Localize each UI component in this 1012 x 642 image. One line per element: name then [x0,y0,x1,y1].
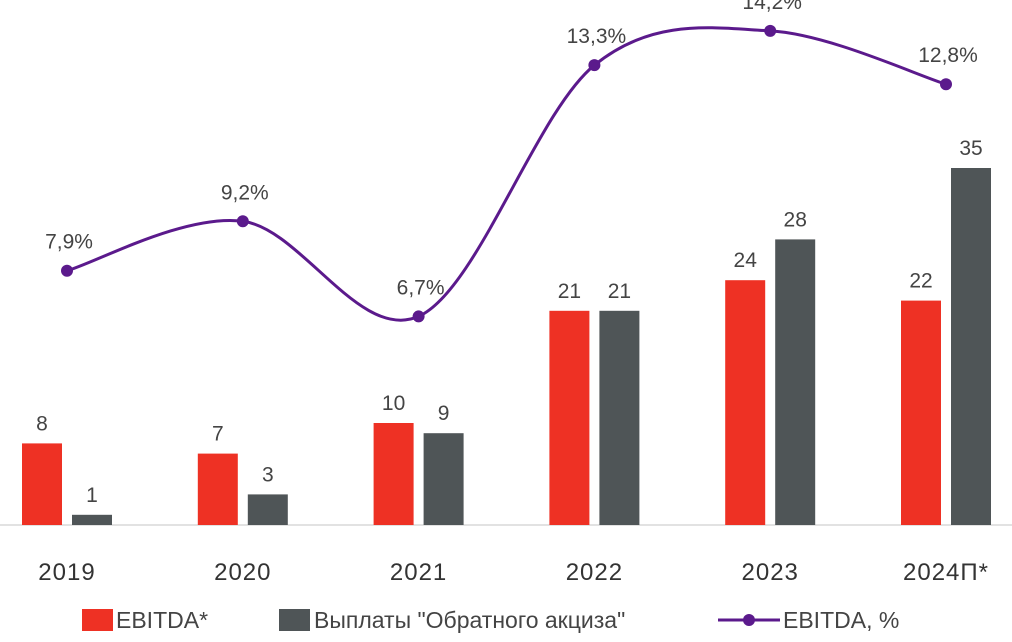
legend-label-reverse-excise: Выплаты "Обратного акциза" [314,607,625,633]
bar-ebitda-5 [901,300,941,525]
x-tick-label-4: 2023 [742,559,799,586]
bar-label-reverse-excise-5: 35 [959,137,982,160]
bar-ebitda-3 [549,310,590,525]
ebitda-margin-point-5 [940,78,952,91]
bar-label-ebitda-4: 24 [734,249,758,272]
legend-swatch-ebitda-margin-marker [743,614,755,626]
ebitda-margin-point-3 [588,59,601,72]
x-tick-label-0: 2019 [38,559,95,586]
legend-swatch-reverse-excise [279,609,310,631]
bar-label-reverse-excise-2: 9 [438,402,450,425]
bar-label-ebitda-3: 21 [558,280,581,303]
x-tick-label-1: 2020 [214,559,271,586]
ebitda-margin-line [66,26,947,322]
legend-label-ebitda: EBITDA* [116,607,208,633]
legend-swatch-ebitda [82,609,113,631]
ebitda-margin-label-5: 12,8% [918,44,978,67]
bar-ebitda-0 [22,443,62,525]
bar-reverse-excise-4 [775,239,816,525]
x-tick-label-3: 2022 [566,559,623,586]
bar-label-reverse-excise-3: 21 [608,280,631,303]
bar-ebitda-4 [725,280,766,525]
bar-label-ebitda-0: 8 [36,412,48,435]
ebitda-margin-point-1 [236,215,249,228]
bar-label-reverse-excise-1: 3 [262,463,274,486]
bar-label-ebitda-2: 10 [382,392,405,415]
bar-label-reverse-excise-4: 28 [784,208,807,231]
ebitda-margin-point-0 [61,264,73,277]
bar-reverse-excise-1 [247,494,288,525]
bar-label-reverse-excise-0: 1 [86,484,98,507]
ebitda-margin-label-2: 6,7% [397,276,445,299]
bar-ebitda-2 [373,423,414,525]
legend-label-ebitda-margin: EBITDA, % [783,607,899,633]
legend: EBITDA* Выплаты "Обратного акциза" EBITD… [82,607,899,633]
ebitda-margin-label-3: 13,3% [567,25,627,48]
ebitda-margin-label-4: 14,2% [742,0,802,14]
ebitda-margin-point-2 [412,310,425,323]
bar-reverse-excise-2 [423,433,464,525]
ebitda-margin-label-1: 9,2% [221,181,269,204]
ebitda-margin-label-0: 7,9% [45,231,93,254]
x-tick-label-2: 2021 [390,559,447,586]
bar-label-ebitda-5: 22 [909,270,932,293]
bar-reverse-excise-3 [599,310,640,525]
x-tick-label-5: 2024П* [903,559,989,586]
bar-reverse-excise-0 [72,514,112,525]
bar-label-ebitda-1: 7 [212,423,224,446]
bar-reverse-excise-5 [951,168,991,525]
ebitda-margin-point-4 [764,24,777,37]
bar-ebitda-1 [197,453,238,525]
